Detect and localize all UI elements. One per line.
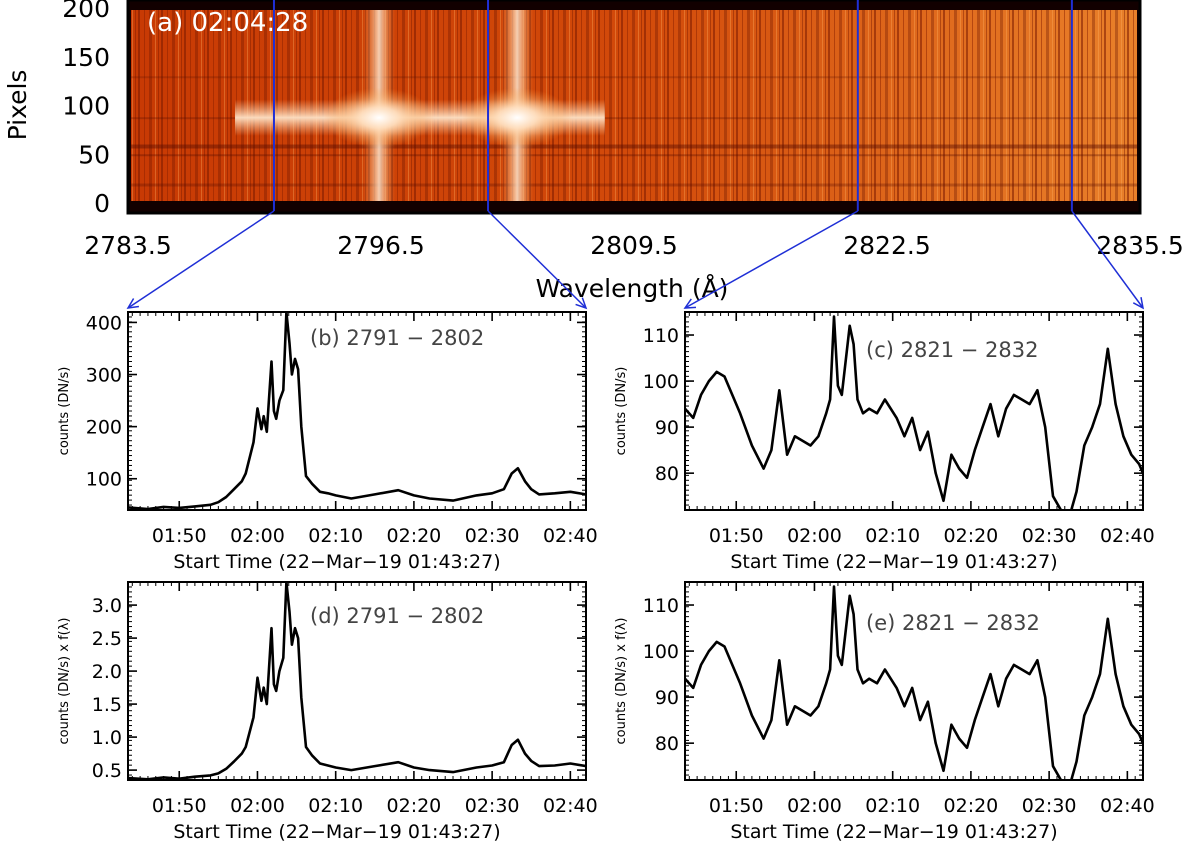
panel-c-plot: 01:50 02:00 02:10 02:20 02:30 02:40 80 90 100 110… — [614, 311, 1155, 573]
panel-a-xtick-label: 2809.5 — [590, 231, 677, 260]
connector-line — [1071, 210, 1144, 309]
panel-a-ytick-label: 0 — [94, 189, 110, 218]
xtick-label: 02:20 — [944, 525, 999, 547]
connector-arrowhead — [126, 298, 139, 309]
ytick-label: 110 — [643, 595, 679, 617]
panel-a-label: (a) 02:04:28 — [147, 8, 308, 38]
xtick-label: 02:20 — [944, 795, 999, 817]
xtick-label: 02:30 — [465, 525, 520, 547]
xtick-label: 02:30 — [1022, 525, 1077, 547]
ytick-label: 300 — [86, 365, 122, 387]
minor-ticks — [685, 311, 1144, 511]
panel-a-ytick-label: 200 — [62, 0, 110, 23]
connector-line — [487, 210, 587, 309]
panel-a-ytick-label: 50 — [78, 140, 110, 169]
xtick-label: 02:00 — [787, 525, 842, 547]
ytick-label: 100 — [643, 641, 679, 663]
panel-a-ylabel: Pixels — [3, 70, 32, 141]
ytick-label: 2.5 — [92, 628, 122, 650]
heatmap-dark-row — [131, 154, 1137, 157]
plot-ylabel: counts (DN/s) — [57, 367, 72, 456]
xtick-label: 01:50 — [152, 525, 207, 547]
xtick-label: 02:10 — [308, 795, 363, 817]
xtick-label: 02:20 — [387, 795, 442, 817]
panel-a-xlabel: Wavelength (Å) — [536, 274, 729, 303]
series-line — [685, 315, 1143, 510]
ytick-label: 400 — [86, 312, 122, 334]
panel-a-xtick-label: 2783.5 — [84, 231, 171, 260]
panel-a-frame — [126, 0, 1142, 215]
heatmap-dark-row — [131, 117, 1137, 120]
connector-line — [684, 210, 859, 309]
ytick-label: 200 — [86, 417, 122, 439]
plot-xlabel: Start Time (22−Mar−19 01:43:27) — [173, 821, 500, 843]
xtick-label: 02:10 — [865, 525, 920, 547]
heatmap-dark-row — [131, 144, 1137, 149]
heatmap-dark-row — [131, 76, 1137, 79]
panel-a-axes: 2783.5 2796.5 2809.5 2822.5 2835.5 0 50 100 150 2… — [62, 0, 1184, 260]
xtick-label: 02:00 — [230, 795, 285, 817]
connector-line — [127, 210, 275, 309]
xtick-label: 02:20 — [387, 525, 442, 547]
plot-xlabel: Start Time (22−Mar−19 01:43:27) — [173, 551, 500, 573]
series-line — [128, 582, 586, 780]
plot-panel-label: (e) 2821 − 2832 — [866, 611, 1040, 635]
panel-a-xtick-label: 2796.5 — [337, 231, 424, 260]
minor-ticks — [128, 581, 587, 781]
series-line — [128, 312, 586, 510]
xtick-label: 01:50 — [709, 525, 764, 547]
xtick-label: 01:50 — [709, 795, 764, 817]
ytick-label: 110 — [643, 325, 679, 347]
panel-a-xtick-label: 2822.5 — [843, 231, 930, 260]
plot-ylabel: counts (DN/s) x f(λ) — [57, 618, 72, 745]
ytick-label: 80 — [655, 463, 679, 485]
xtick-label: 02:30 — [1022, 795, 1077, 817]
xtick-label: 02:00 — [787, 795, 842, 817]
ytick-label: 90 — [655, 687, 679, 709]
connector-arrowhead — [575, 297, 588, 310]
panel-a-xtick-label: 2835.5 — [1096, 231, 1183, 260]
xtick-label: 02:40 — [1100, 795, 1155, 817]
series-line — [685, 585, 1143, 780]
plot-panel-label: (d) 2791 − 2802 — [310, 604, 484, 628]
xtick-label: 02:40 — [543, 795, 598, 817]
xtick-label: 02:10 — [865, 795, 920, 817]
panel-a-ytick-label: 150 — [62, 43, 110, 72]
xtick-label: 02:30 — [465, 795, 520, 817]
panel-a-ytick-label: 100 — [62, 92, 110, 121]
plot-ylabel: counts (DN/s) x f(λ) — [614, 618, 629, 745]
heatmap-bright-core — [324, 87, 435, 148]
xtick-label: 02:00 — [230, 525, 285, 547]
panel-e-plot: 01:50 02:00 02:10 02:20 02:30 02:40 80 90 100 110… — [614, 581, 1155, 843]
connector-arrowhead — [1132, 297, 1145, 310]
panel-a-spectrum: (a) 02:04:28 2783.5 2796.5 2809.5 2822.5 283… — [3, 0, 1184, 303]
panel-b-plot: 01:50 02:00 02:10 02:20 02:30 02:40 100 200 300 4… — [57, 311, 598, 573]
plot-panel-label: (b) 2791 − 2802 — [310, 326, 484, 350]
ytick-label: 80 — [655, 733, 679, 755]
band-connectors — [126, 0, 1145, 310]
heatmap-dark-row — [131, 183, 1137, 187]
ytick-label: 1.0 — [92, 727, 122, 749]
ytick-label: 3.0 — [92, 595, 122, 617]
xtick-label: 02:40 — [543, 525, 598, 547]
heatmap-bright-emission — [235, 10, 605, 201]
xtick-label: 02:40 — [1100, 525, 1155, 547]
heatmap-bright-core — [462, 87, 573, 148]
ytick-label: 100 — [86, 469, 122, 491]
plot-xlabel: Start Time (22−Mar−19 01:43:27) — [730, 821, 1057, 843]
plot-ylabel: counts (DN/s) — [614, 367, 629, 456]
heatmap-dark-rows — [131, 76, 1137, 187]
connector-arrowhead — [683, 298, 697, 309]
ytick-label: 1.5 — [92, 694, 122, 716]
plot-xlabel: Start Time (22−Mar−19 01:43:27) — [730, 551, 1057, 573]
xtick-label: 02:10 — [308, 525, 363, 547]
ytick-label: 0.5 — [92, 760, 122, 782]
ytick-label: 90 — [655, 417, 679, 439]
ytick-label: 2.0 — [92, 661, 122, 683]
xtick-label: 01:50 — [152, 795, 207, 817]
ytick-label: 100 — [643, 371, 679, 393]
plot-panel-label: (c) 2821 − 2832 — [866, 338, 1038, 362]
panel-d-plot: 01:50 02:00 02:10 02:20 02:30 02:40 0.5 1.0 1.5 2… — [57, 581, 598, 843]
